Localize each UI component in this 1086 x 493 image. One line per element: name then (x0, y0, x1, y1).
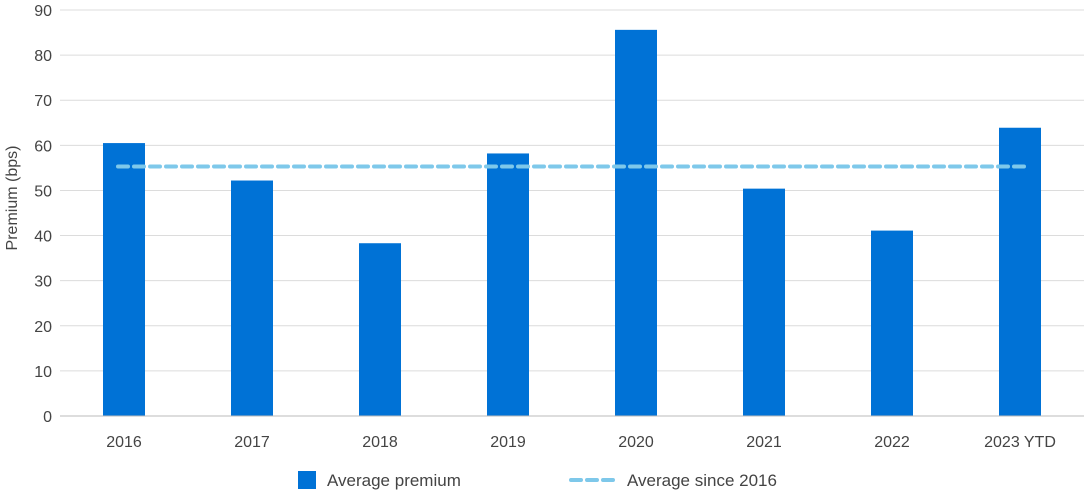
x-tick-label: 2020 (618, 434, 654, 451)
legend: Average premium Average since 2016 (298, 471, 777, 490)
bar-series (103, 29, 1041, 417)
x-tick-label: 2023 YTD (984, 434, 1056, 451)
x-tick-label: 2017 (234, 434, 270, 451)
y-tick-label: 60 (34, 138, 52, 155)
y-tick-label: 20 (34, 319, 52, 336)
bar-2020 (615, 29, 657, 417)
y-tick-label: 50 (34, 183, 52, 200)
y-tick-label: 10 (34, 364, 52, 381)
bar-2023-ytd (999, 127, 1041, 417)
y-tick-label: 90 (34, 3, 52, 20)
bar-2021 (743, 188, 785, 416)
bar-2016 (103, 143, 145, 417)
y-tick-label: 30 (34, 274, 52, 291)
bar-2019 (487, 153, 529, 416)
y-axis-title: Premium (bps) (4, 146, 21, 251)
y-tick-label: 40 (34, 229, 52, 246)
x-tick-label: 2018 (362, 434, 398, 451)
legend-label-average-premium: Average premium (327, 471, 461, 490)
x-axis-ticks: 2016 2017 2018 2019 2020 2021 2022 2023 YTD (106, 434, 1056, 451)
y-tick-label: 0 (43, 409, 52, 426)
y-tick-label: 70 (34, 93, 52, 110)
x-tick-label: 2021 (746, 434, 782, 451)
bar-2022 (871, 230, 913, 416)
legend-label-average-since-2016: Average since 2016 (627, 471, 777, 490)
y-axis-ticks: 0 10 20 30 40 50 60 70 80 90 (34, 3, 52, 426)
bar-2017 (231, 180, 273, 416)
grid-lines (60, 9, 1084, 372)
bar-2018 (359, 243, 401, 416)
legend-swatch-average-premium (298, 471, 316, 489)
x-tick-label: 2016 (106, 434, 142, 451)
x-tick-label: 2022 (874, 434, 910, 451)
y-tick-label: 80 (34, 48, 52, 65)
x-tick-label: 2019 (490, 434, 526, 451)
